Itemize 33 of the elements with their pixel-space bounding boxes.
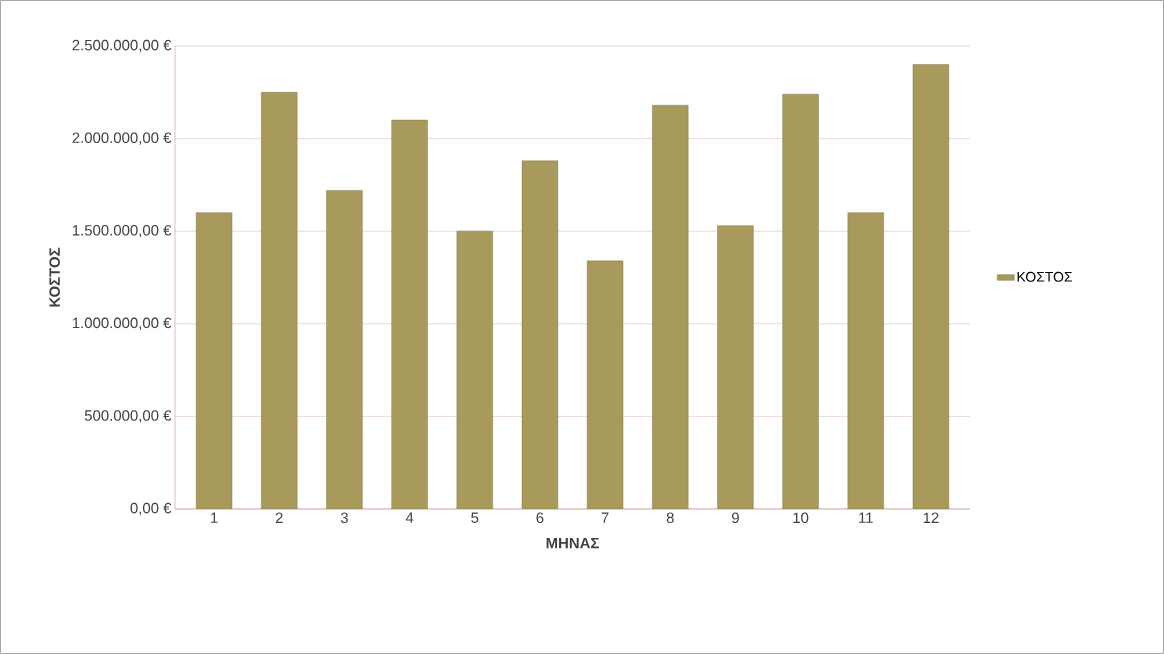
bar (521, 160, 559, 509)
x-tick-label: 9 (731, 512, 739, 524)
x-tick-label: 7 (601, 512, 609, 523)
bar (195, 212, 233, 509)
bar (326, 190, 363, 509)
x-tick-label: 6 (536, 512, 544, 524)
bar (652, 105, 689, 509)
y-tick-label: 2.000.000,00 € (72, 132, 172, 145)
bar (456, 230, 493, 509)
y-tick-label: 2.500.000,00 € (72, 39, 172, 53)
bar (847, 212, 884, 509)
x-tick-label: 2 (275, 512, 283, 523)
x-tick-label: 10 (793, 512, 809, 524)
bar (391, 119, 428, 509)
x-tick-label: 12 (923, 512, 939, 523)
bar (586, 260, 624, 509)
x-tick-label: 1 (211, 512, 218, 523)
y-axis-title: ΚΟΣΤΟΣ (49, 247, 60, 307)
x-tick-label: 5 (471, 512, 479, 523)
y-tick-label: 1.000.000,00 € (72, 317, 172, 330)
x-axis-title: ΜΗΝΑΣ (546, 537, 599, 549)
legend-label: ΚΟΣΤΟΣ (1017, 271, 1073, 282)
x-tick-label: 11 (859, 512, 873, 523)
x-tick-label: 8 (666, 512, 674, 524)
y-tick-label: 0,00 € (130, 502, 172, 516)
bar (261, 92, 298, 509)
x-tick-label: 3 (340, 512, 348, 524)
bar (782, 93, 819, 509)
x-tick-label: 4 (405, 512, 414, 523)
y-tick-label: 500.000,00 € (84, 410, 172, 423)
y-tick-label: 1.500.000,00 € (72, 225, 172, 238)
bar (912, 64, 950, 509)
bar (717, 225, 754, 509)
